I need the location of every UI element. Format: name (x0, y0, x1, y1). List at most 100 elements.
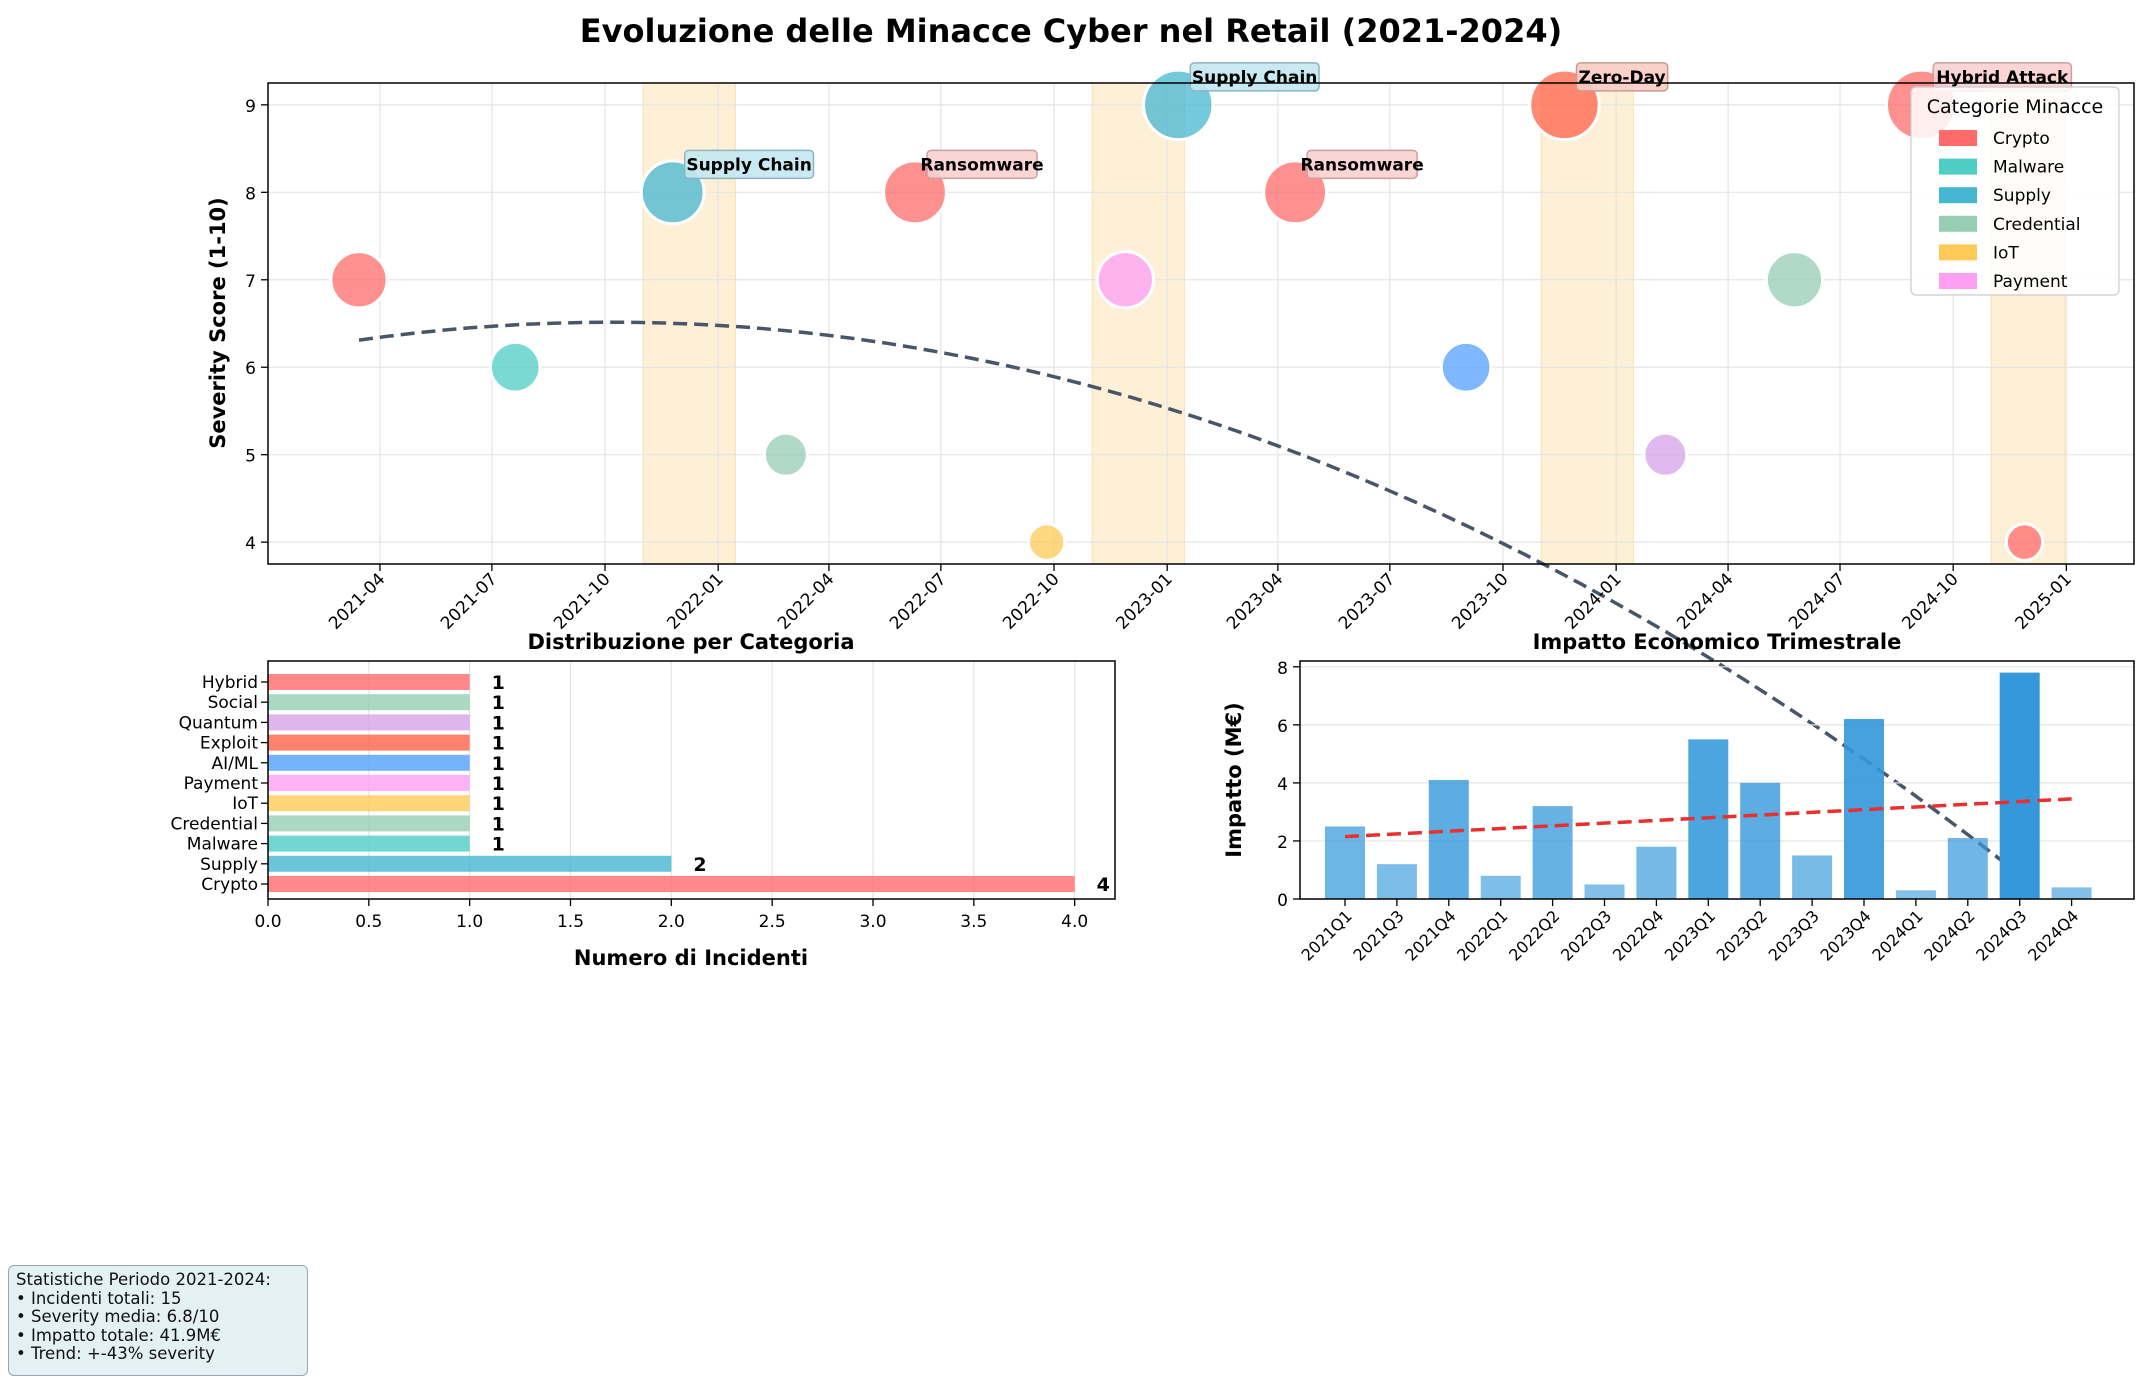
vbar-xtick-label: 2024Q3 (1972, 906, 2030, 964)
figure-title: Evoluzione delle Minacce Cyber nel Retai… (580, 12, 1562, 50)
timeline-frame (267, 82, 2135, 565)
vbar-2022q3 (1584, 884, 1625, 899)
vbar-xtick-label: 2023Q4 (1816, 906, 1874, 964)
hbar-supply (268, 855, 672, 872)
stats-line-impatto: • Impatto totale: 41.9M€ (16, 1325, 221, 1345)
stats-line-incidenti: • Incidenti totali: 15 (16, 1288, 182, 1308)
hbar-category-label: IoT (232, 794, 258, 814)
timeline-xtick-label: 2023-01 (1112, 569, 1176, 633)
incident-point-12 (1764, 250, 1825, 310)
vbar-2023q2 (1740, 782, 1781, 899)
timeline-xtick-label: 2023-10 (1448, 569, 1512, 633)
timeline-ytick-label: 9 (245, 97, 256, 117)
hbar-xtick-label: 1.5 (557, 912, 584, 932)
hbar-frame (267, 660, 1116, 900)
hbar-xtick-label: 3.0 (859, 912, 886, 932)
shaded-period-2 (1540, 82, 1634, 565)
hbar-social (268, 694, 470, 711)
hbar-category-label: AI/ML (211, 754, 258, 774)
timeline-xtick-label: 2024-04 (1673, 569, 1737, 633)
incident-point-11 (1642, 431, 1689, 478)
legend-label-crypto: Crypto (1993, 129, 2050, 149)
vbar-frame (1299, 660, 2135, 900)
hbar-category-label: Payment (184, 774, 259, 794)
vbar-bars (1325, 672, 2092, 899)
hbar-category-label: Hybrid (202, 673, 258, 693)
vbar-xtick-label: 2024Q4 (2024, 906, 2082, 964)
shaded-period-1 (1091, 82, 1185, 565)
vbar-xtick-label: 2024Q1 (1868, 906, 1926, 964)
timeline-xtick-label: 2022-04 (774, 569, 838, 633)
timeline-xtick-label: 2023-07 (1335, 569, 1399, 633)
hbar-value-label: 1 (492, 672, 505, 694)
incident-point-3 (762, 431, 809, 478)
hbar-value-label: 1 (492, 813, 505, 835)
hbar-crypto (268, 876, 1075, 892)
hbar-malware (268, 835, 470, 852)
annotation-label-4: Ransomware (920, 155, 1043, 175)
hbar-quantum (268, 714, 470, 731)
annotation-8: Ransomware (1300, 149, 1424, 180)
timeline-xtick-label: 2022-10 (999, 569, 1063, 633)
timeline-y-axis-label: Severity Score (1-10) (206, 197, 230, 449)
timeline-xtick-label: 2021-07 (437, 569, 501, 633)
hbar-hybrid (268, 674, 470, 690)
hbar-ticks: CryptoSupplyMalwareCredentialIoTPaymentA… (171, 673, 1089, 932)
timeline-ytick-label: 7 (245, 272, 256, 292)
timeline-xtick-label: 2025-01 (2012, 569, 2076, 633)
legend-label-iot: IoT (1993, 243, 2019, 263)
hbar-category-label: Credential (171, 814, 259, 834)
legend-swatch-payment (1939, 273, 1977, 289)
legend-label-supply: Supply (1993, 186, 2051, 206)
vbar-ytick-label: 2 (1277, 833, 1288, 853)
timeline-y-ticks: 4 5 6 7 8 9 (245, 97, 268, 554)
annotation-label-10: Zero-Day (1579, 68, 1666, 88)
timeline-xtick-label: 2021-04 (325, 569, 389, 633)
hbar-value-label: 1 (492, 692, 505, 714)
vbar-xtick-label: 2023Q3 (1765, 906, 1823, 964)
vbar-2023q3 (1792, 855, 1833, 899)
vbar-2022q2 (1532, 806, 1573, 899)
incident-point-1 (488, 340, 542, 394)
hbar-value-label: 1 (492, 712, 505, 734)
hbar-exploit (268, 734, 470, 751)
vbar-2021q3 (1376, 864, 1417, 899)
timeline-xtick-label: 2022-01 (663, 569, 727, 633)
severity-trend-line (358, 320, 2026, 880)
timeline-ytick-label: 5 (245, 447, 256, 467)
legend-categorie-minacce: Categorie Minacce Crypto Malware Supply Cred… (1910, 86, 2120, 296)
incident-point-5 (1026, 522, 1067, 562)
vbar-xtick-label: 2023Q2 (1713, 906, 1771, 964)
quarterly-impact-chart: 2021Q12021Q32021Q42022Q12022Q22022Q32022… (1222, 630, 2135, 965)
hbar-iot (268, 795, 470, 812)
vbar-xtick-label: 2021Q1 (1297, 906, 1355, 964)
hbar-value-label: 1 (492, 793, 505, 815)
legend-label-malware: Malware (1993, 158, 2064, 178)
hbar-xtick-label: 1.0 (456, 912, 483, 932)
annotation-label-2: Supply Chain (686, 155, 812, 175)
incident-point-14 (2004, 522, 2045, 562)
hbar-payment (268, 775, 470, 791)
incident-annotations: Supply Chain Ransomware Supply Chain Ransom… (683, 62, 2073, 180)
hbar-xtick-label: 0.5 (355, 912, 382, 932)
stats-line-severity: • Severity media: 6.8/10 (16, 1307, 220, 1327)
vbar-xtick-label: 2022Q3 (1557, 906, 1615, 964)
vbar-ticks: 2021Q12021Q32021Q42022Q12022Q22022Q32022… (1277, 659, 2082, 965)
vbar-ytick-label: 8 (1277, 659, 1288, 679)
hbar-aiml (268, 754, 470, 771)
vbar-2022q1 (1480, 875, 1521, 899)
vbar-xtick-label: 2022Q2 (1505, 906, 1563, 964)
legend-swatch-credential (1939, 215, 1977, 232)
vbar-xtick-label: 2022Q4 (1609, 906, 1667, 964)
vbar-xtick-label: 2024Q2 (1920, 906, 1978, 964)
timeline-xtick-label: 2024-10 (1898, 569, 1962, 633)
timeline-xtick-label: 2024-07 (1785, 569, 1849, 633)
vbar-2024q1 (1895, 890, 1936, 899)
timeline-xtick-label: 2023-04 (1223, 569, 1287, 633)
severity-timeline-chart: Supply Chain Ransomware Supply Chain Ransom… (206, 62, 2135, 880)
hbar-xtick-label: 4.0 (1061, 912, 1088, 932)
vbar-xtick-label: 2021Q3 (1349, 906, 1407, 964)
hbar-value-label: 1 (492, 773, 505, 795)
